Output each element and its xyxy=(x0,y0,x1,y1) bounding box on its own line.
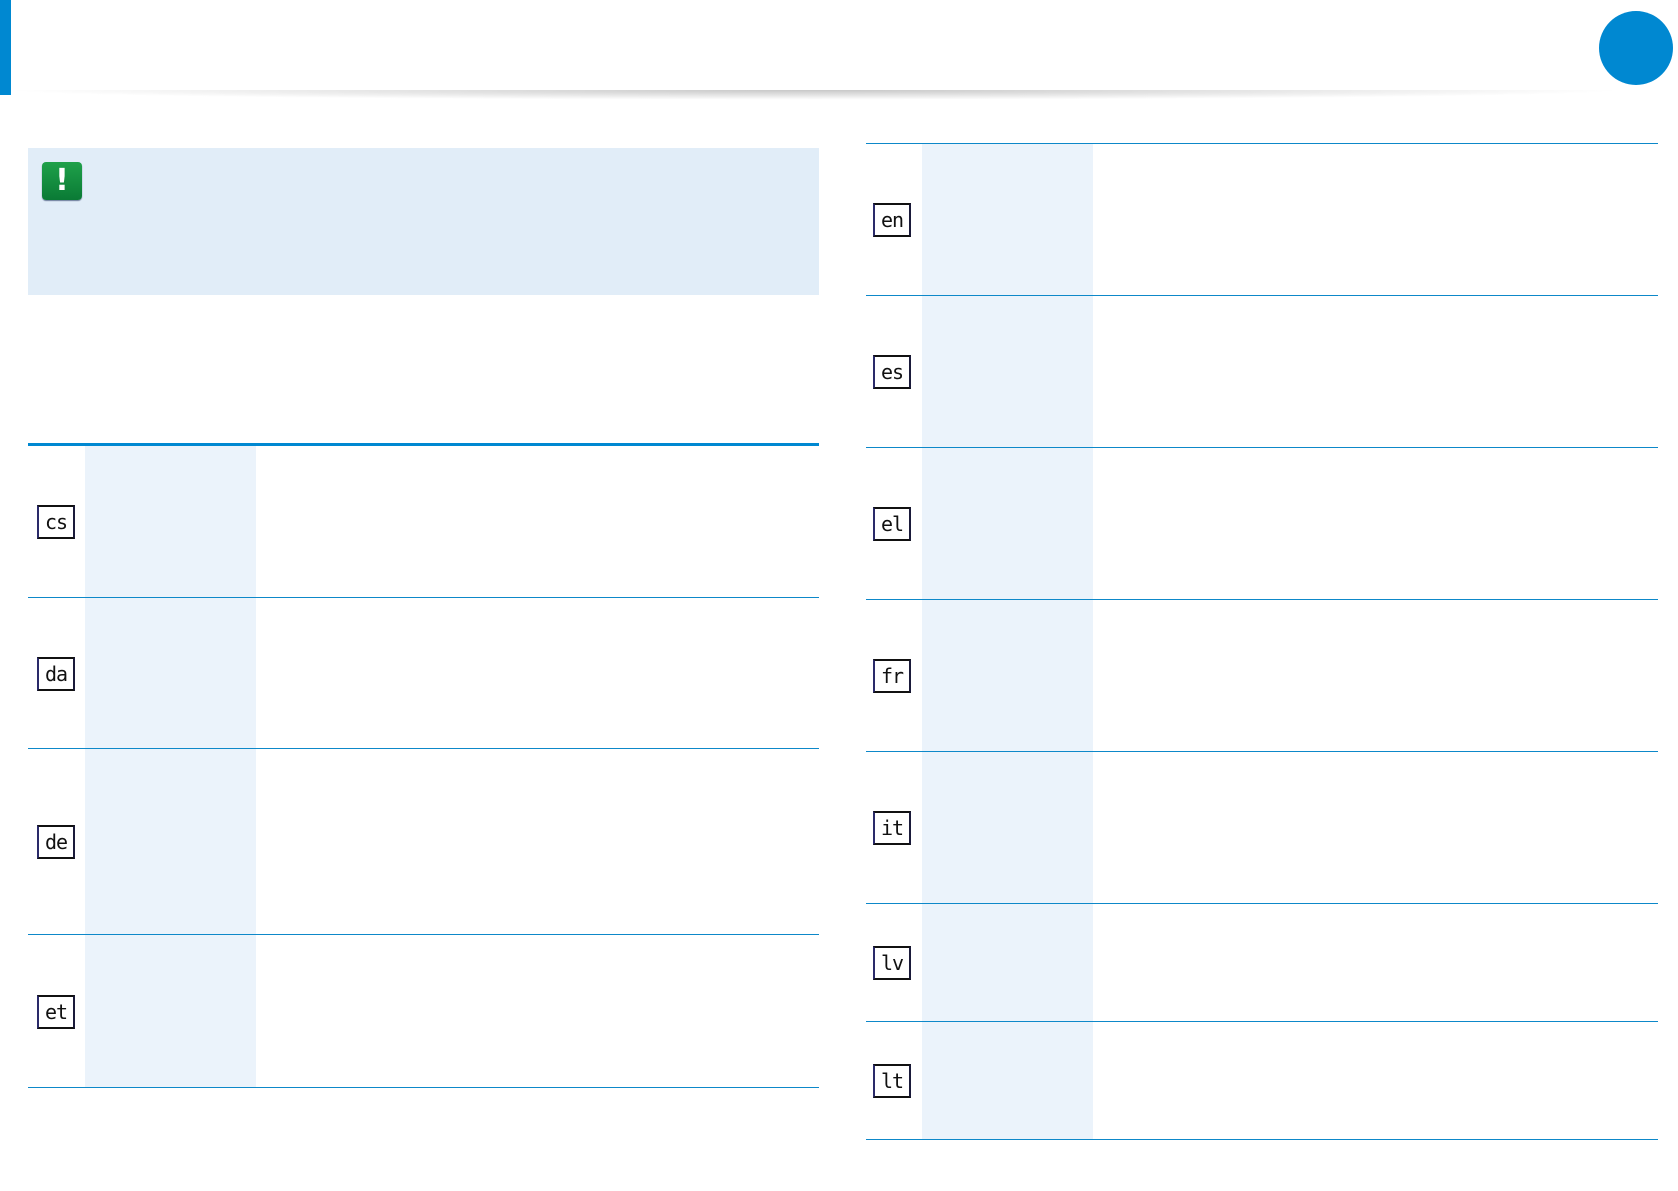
table-row: it xyxy=(866,752,1658,904)
label-column-cell xyxy=(85,598,256,748)
table-row: de xyxy=(28,749,819,935)
label-column-cell xyxy=(922,752,1093,903)
language-code-icon: lv xyxy=(873,946,911,980)
label-column-cell xyxy=(85,749,256,934)
caution-note: ! xyxy=(28,148,819,295)
language-code-icon: en xyxy=(873,203,911,237)
exclamation-icon: ! xyxy=(42,162,82,200)
language-code-icon: it xyxy=(873,811,911,845)
label-column-cell xyxy=(85,446,256,597)
label-column-cell xyxy=(85,935,256,1087)
label-column-cell xyxy=(922,904,1093,1021)
table-row: da xyxy=(28,598,819,749)
language-code-icon: el xyxy=(873,507,911,541)
right-language-table: en es el fr it lv lt xyxy=(866,143,1658,1141)
page-indicator-circle xyxy=(1599,11,1673,85)
table-row: es xyxy=(866,296,1658,448)
table-row: fr xyxy=(866,600,1658,752)
left-language-table: cs da de et xyxy=(28,443,819,1090)
label-column-cell xyxy=(922,144,1093,295)
label-column-cell xyxy=(922,600,1093,751)
table-row: en xyxy=(866,144,1658,296)
header-divider xyxy=(0,90,1630,100)
table-row: lt xyxy=(866,1022,1658,1140)
language-code-icon: fr xyxy=(873,659,911,693)
label-column-cell xyxy=(922,296,1093,447)
table-row: el xyxy=(866,448,1658,600)
language-code-icon: lt xyxy=(873,1064,911,1098)
language-code-icon: cs xyxy=(37,505,75,539)
table-row: cs xyxy=(28,446,819,598)
label-column-cell xyxy=(922,1022,1093,1139)
language-code-icon: de xyxy=(37,825,75,859)
label-column-cell xyxy=(922,448,1093,599)
language-code-icon: et xyxy=(37,994,75,1029)
header-accent-bar xyxy=(0,0,11,95)
table-row: lv xyxy=(866,904,1658,1022)
language-code-icon: da xyxy=(37,656,75,691)
table-row: et xyxy=(28,935,819,1088)
language-code-icon: es xyxy=(873,355,911,389)
